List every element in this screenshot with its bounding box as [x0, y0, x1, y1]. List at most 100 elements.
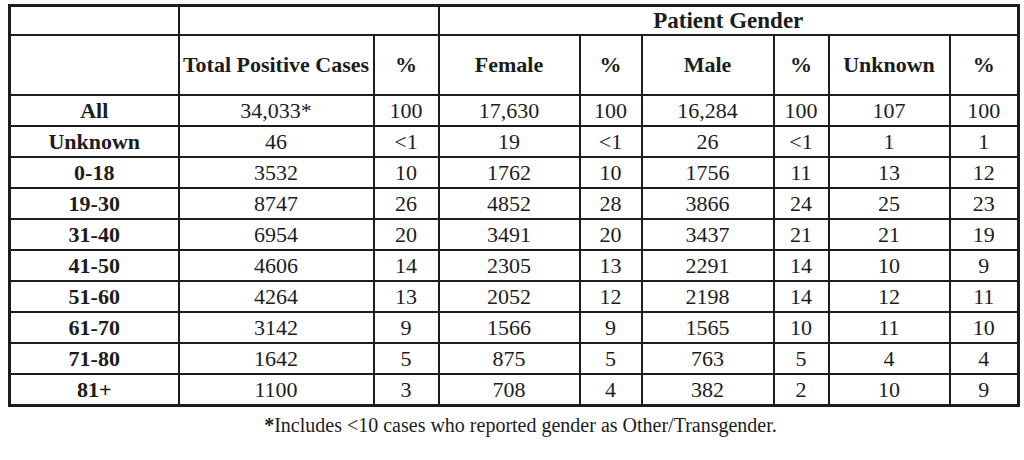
cell-value: 2052	[439, 281, 580, 312]
cell-value: 24	[774, 188, 829, 219]
cell-value: 4	[580, 374, 642, 406]
cell-value: 9	[950, 250, 1019, 281]
table-body: All34,033*10017,63010016,284100107100Unk…	[10, 95, 1019, 406]
cell-value: 4264	[179, 281, 374, 312]
cell-value: 13	[829, 157, 950, 188]
row-label: All	[10, 95, 179, 126]
cell-value: 19	[950, 219, 1019, 250]
cell-value: 1565	[642, 312, 774, 343]
cell-value: 26	[374, 188, 439, 219]
cell-value: 1100	[179, 374, 374, 406]
cell-value: 1762	[439, 157, 580, 188]
cell-value: 6954	[179, 219, 374, 250]
cell-value: 708	[439, 374, 580, 406]
cell-value: 875	[439, 343, 580, 374]
cell-value: 3491	[439, 219, 580, 250]
cell-value: 17,630	[439, 95, 580, 126]
row-label: 51-60	[10, 281, 179, 312]
cell-value: 12	[829, 281, 950, 312]
group-header-row: Patient Gender	[10, 6, 1019, 36]
row-label: 31-40	[10, 219, 179, 250]
cell-value: 8747	[179, 188, 374, 219]
total-cases-group-blank-cell	[179, 6, 439, 36]
footnote: *Includes <10 cases who reported gender …	[16, 414, 1024, 437]
cell-value: 10	[829, 374, 950, 406]
table-row: 71-80164258755763544	[10, 343, 1019, 374]
cell-value: 5	[374, 343, 439, 374]
cell-value: 2	[774, 374, 829, 406]
cell-value: <1	[374, 126, 439, 157]
cell-value: 12	[580, 281, 642, 312]
cell-value: 9	[580, 312, 642, 343]
cell-value: 10	[774, 312, 829, 343]
table-row: All34,033*10017,63010016,284100107100	[10, 95, 1019, 126]
patient-gender-table: Patient Gender Total Positive Cases % Fe…	[8, 4, 1020, 407]
footnote-text: Includes <10 cases who reported gender a…	[274, 414, 777, 436]
col-header-total-pct: %	[374, 35, 439, 95]
table-row: 0-183532101762101756111312	[10, 157, 1019, 188]
cell-value: 46	[179, 126, 374, 157]
table-row: Unknown46<119<126<111	[10, 126, 1019, 157]
cell-value: 10	[950, 312, 1019, 343]
cell-value: 5	[580, 343, 642, 374]
cell-value: 1566	[439, 312, 580, 343]
row-label: 61-70	[10, 312, 179, 343]
cell-value: 34,033*	[179, 95, 374, 126]
cell-value: 100	[950, 95, 1019, 126]
col-header-female-pct: %	[580, 35, 642, 95]
cell-value: 2305	[439, 250, 580, 281]
row-label: 0-18	[10, 157, 179, 188]
cell-value: 11	[774, 157, 829, 188]
cell-value: 100	[774, 95, 829, 126]
cell-value: 13	[374, 281, 439, 312]
cell-value: 382	[642, 374, 774, 406]
cell-value: 3	[374, 374, 439, 406]
cell-value: 21	[774, 219, 829, 250]
footnote-asterisk: *	[264, 414, 274, 436]
col-header-unknown-pct: %	[950, 35, 1019, 95]
cell-value: 100	[374, 95, 439, 126]
table-row: 51-604264132052122198141211	[10, 281, 1019, 312]
corner-blank-cell	[10, 6, 179, 36]
cell-value: 763	[642, 343, 774, 374]
cell-value: 3866	[642, 188, 774, 219]
row-label: 19-30	[10, 188, 179, 219]
row-label: 41-50	[10, 250, 179, 281]
table-row: 81+1100370843822109	[10, 374, 1019, 406]
cell-value: 1756	[642, 157, 774, 188]
cell-value: 16,284	[642, 95, 774, 126]
cell-value: <1	[580, 126, 642, 157]
cell-value: 14	[774, 250, 829, 281]
row-label: 81+	[10, 374, 179, 406]
cell-value: 3532	[179, 157, 374, 188]
patient-gender-group-header: Patient Gender	[439, 6, 1019, 36]
col-header-unknown: Unknown	[829, 35, 950, 95]
cell-value: 13	[580, 250, 642, 281]
cell-value: 14	[374, 250, 439, 281]
row-label: 71-80	[10, 343, 179, 374]
cell-value: 1	[829, 126, 950, 157]
cell-value: 9	[374, 312, 439, 343]
table-container: Patient Gender Total Positive Cases % Fe…	[0, 0, 1024, 437]
cell-value: 23	[950, 188, 1019, 219]
cell-value: 21	[829, 219, 950, 250]
table-row: 61-7031429156691565101110	[10, 312, 1019, 343]
cell-value: <1	[774, 126, 829, 157]
cell-value: 107	[829, 95, 950, 126]
cell-value: 100	[580, 95, 642, 126]
cell-value: 2198	[642, 281, 774, 312]
cell-value: 1642	[179, 343, 374, 374]
table-row: 41-50460614230513229114109	[10, 250, 1019, 281]
cell-value: 11	[829, 312, 950, 343]
cell-value: 19	[439, 126, 580, 157]
col-header-row-label	[10, 35, 179, 95]
cell-value: 12	[950, 157, 1019, 188]
table-row: 31-406954203491203437212119	[10, 219, 1019, 250]
cell-value: 2291	[642, 250, 774, 281]
cell-value: 10	[374, 157, 439, 188]
cell-value: 20	[580, 219, 642, 250]
cell-value: 25	[829, 188, 950, 219]
cell-value: 10	[829, 250, 950, 281]
col-header-total-positive-cases: Total Positive Cases	[179, 35, 374, 95]
cell-value: 26	[642, 126, 774, 157]
